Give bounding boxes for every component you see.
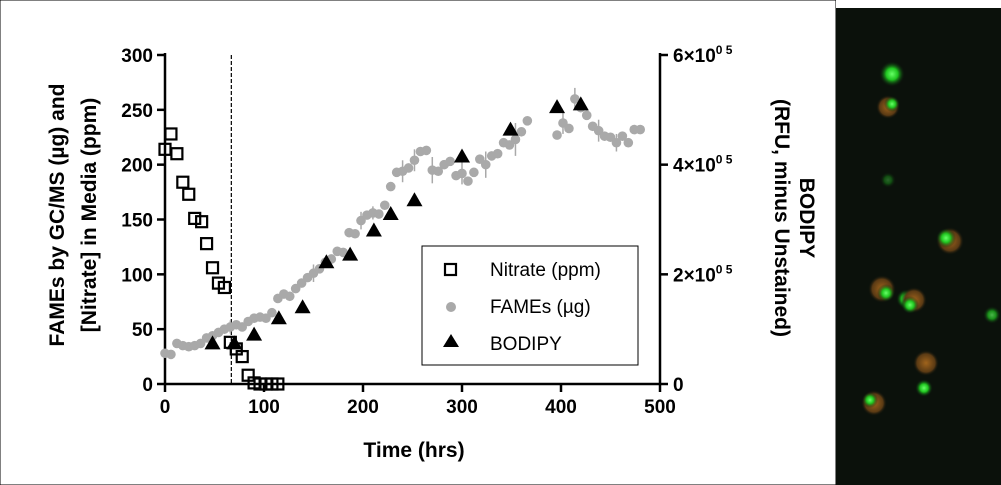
bodipy-point xyxy=(549,99,566,114)
fames-point xyxy=(457,168,467,179)
fames-point xyxy=(617,131,628,141)
nitrate-point xyxy=(176,175,190,189)
fames-point xyxy=(492,148,503,159)
bodipy-point xyxy=(365,222,382,237)
bodipy-point xyxy=(342,246,359,261)
y-tick-label: 150 xyxy=(121,211,153,232)
y-axis-title-line2: [Nitrate] in Media (ppm) xyxy=(78,98,101,333)
y-tick-label: 200 xyxy=(121,156,153,177)
bodipy-point xyxy=(294,299,311,314)
bodipy-point xyxy=(502,121,519,136)
fluorescence-micrograph xyxy=(836,8,1001,485)
fames-point xyxy=(284,291,295,302)
legend-label-nitrate: Nitrate (ppm) xyxy=(490,260,601,281)
legend-label-fames: FAMEs (µg) xyxy=(490,297,591,318)
y-tick-label: 250 xyxy=(121,101,153,122)
fames-point xyxy=(522,116,533,126)
nitrate-point xyxy=(199,237,214,251)
bodipy-point xyxy=(318,254,335,269)
x-tick-label: 200 xyxy=(347,397,379,418)
x-axis-title: Time (hrs) xyxy=(363,439,464,462)
nitrate-point xyxy=(182,187,196,201)
y-tick-label: 100 xyxy=(121,265,153,286)
fames-point xyxy=(463,176,473,186)
fames-point xyxy=(267,307,277,318)
fames-point xyxy=(409,155,420,166)
fames-point xyxy=(516,126,527,137)
bodipy-point xyxy=(454,148,470,163)
fames-point xyxy=(635,124,645,135)
fames-point xyxy=(564,123,574,134)
bodipy-point xyxy=(204,335,221,350)
nitrate-point xyxy=(205,261,220,275)
nitrate-point xyxy=(271,377,285,391)
fames-point xyxy=(623,137,634,148)
y2-axis-title-line1: BODIPY xyxy=(795,178,818,259)
y2-tick-exponent: 0 5 xyxy=(716,262,733,276)
fames-point xyxy=(552,130,562,140)
bodipy-point xyxy=(406,192,423,207)
y2-tick-exponent: 0 5 xyxy=(716,43,733,57)
x-tick-label: 500 xyxy=(644,397,676,418)
fames-point xyxy=(581,110,592,121)
nitrate-point xyxy=(235,349,249,364)
x-tick-label: 400 xyxy=(545,397,577,418)
y2-tick-exponent: 0 5 xyxy=(716,153,733,167)
x-tick-label: 100 xyxy=(248,397,280,418)
legend-label-bodipy: BODIPY xyxy=(490,334,562,355)
fames-point xyxy=(166,349,176,360)
bodipy-point xyxy=(226,335,243,350)
x-tick-label: 300 xyxy=(446,397,478,418)
fames-point xyxy=(433,166,444,177)
bodipy-point xyxy=(572,96,589,111)
nitrate-point xyxy=(217,280,231,295)
x-tick-label: 0 xyxy=(160,397,171,418)
legend-triangle-marker xyxy=(443,334,459,347)
y2-tick-label: 0 xyxy=(673,375,684,396)
fames-point xyxy=(403,163,414,173)
fames-point xyxy=(445,156,455,167)
nitrate-point xyxy=(170,147,184,161)
legend: Nitrate (ppm) FAMEs (µg) BODIPY xyxy=(421,245,639,366)
y2-axis-title-line2: (RFU, minus Unstained) xyxy=(770,99,793,337)
bodipy-point xyxy=(270,310,287,325)
chart-frame xyxy=(0,0,836,485)
legend-box xyxy=(421,245,639,366)
y-tick-label: 50 xyxy=(132,320,153,341)
micrograph-image xyxy=(861,61,1001,416)
fames-point xyxy=(350,228,360,239)
bodipy-point xyxy=(382,206,399,221)
fames-point xyxy=(379,200,390,211)
fames-point xyxy=(385,181,396,192)
plot-marks xyxy=(158,87,645,391)
fames-point xyxy=(469,167,479,178)
y-axis-title-line1: FAMEs by GC/MS (µg) and xyxy=(46,84,69,347)
bodipy-point xyxy=(246,326,263,341)
legend-open-square-marker xyxy=(443,262,458,277)
y-tick-label: 0 xyxy=(142,375,153,396)
scatter-chart: FAMEs by GC/MS (µg) and [Nitrate] in Med… xyxy=(0,0,836,485)
fames-point xyxy=(480,159,491,170)
nitrate-point xyxy=(158,142,172,156)
y-tick-label: 300 xyxy=(121,46,153,67)
legend-circle-marker xyxy=(446,302,456,312)
fames-point xyxy=(611,137,622,148)
fames-point xyxy=(510,134,521,145)
nitrate-point xyxy=(188,211,202,226)
fames-point xyxy=(374,209,384,219)
axes: 0 100 200 300 400 50005010015020025030002×100… xyxy=(121,43,733,418)
fames-point xyxy=(570,94,580,104)
nitrate-point xyxy=(164,127,178,141)
nitrate-point xyxy=(195,215,209,229)
fames-point xyxy=(421,145,432,156)
